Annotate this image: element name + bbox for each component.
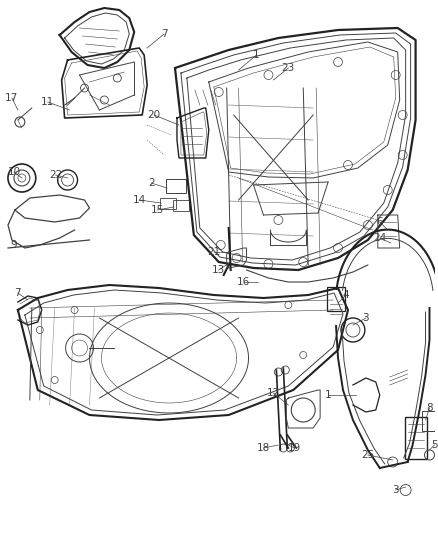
Text: 21: 21: [207, 247, 220, 257]
Text: 20: 20: [148, 110, 161, 120]
Text: 16: 16: [237, 277, 250, 287]
Text: 7: 7: [161, 29, 167, 39]
Text: 11: 11: [41, 97, 54, 107]
Text: 9: 9: [11, 240, 17, 250]
Text: 7: 7: [14, 288, 21, 298]
Text: 12: 12: [267, 388, 280, 398]
Text: 19: 19: [288, 443, 301, 453]
Text: 13: 13: [212, 265, 225, 275]
Text: 22: 22: [49, 170, 62, 180]
Text: 1: 1: [253, 50, 260, 60]
Text: 4: 4: [343, 290, 349, 300]
Text: 10: 10: [7, 167, 21, 177]
Text: 5: 5: [431, 440, 438, 450]
Text: 3: 3: [392, 485, 399, 495]
Text: 6: 6: [377, 217, 383, 227]
Text: 14: 14: [133, 195, 146, 205]
Text: 18: 18: [257, 443, 270, 453]
Text: 23: 23: [282, 63, 295, 73]
Text: 17: 17: [5, 93, 18, 103]
Text: 24: 24: [373, 233, 386, 243]
Text: 3: 3: [363, 313, 369, 323]
Text: 8: 8: [426, 403, 433, 413]
Text: 1: 1: [325, 390, 332, 400]
Text: 15: 15: [151, 205, 164, 215]
Text: 25: 25: [361, 450, 374, 460]
Text: 2: 2: [148, 178, 155, 188]
